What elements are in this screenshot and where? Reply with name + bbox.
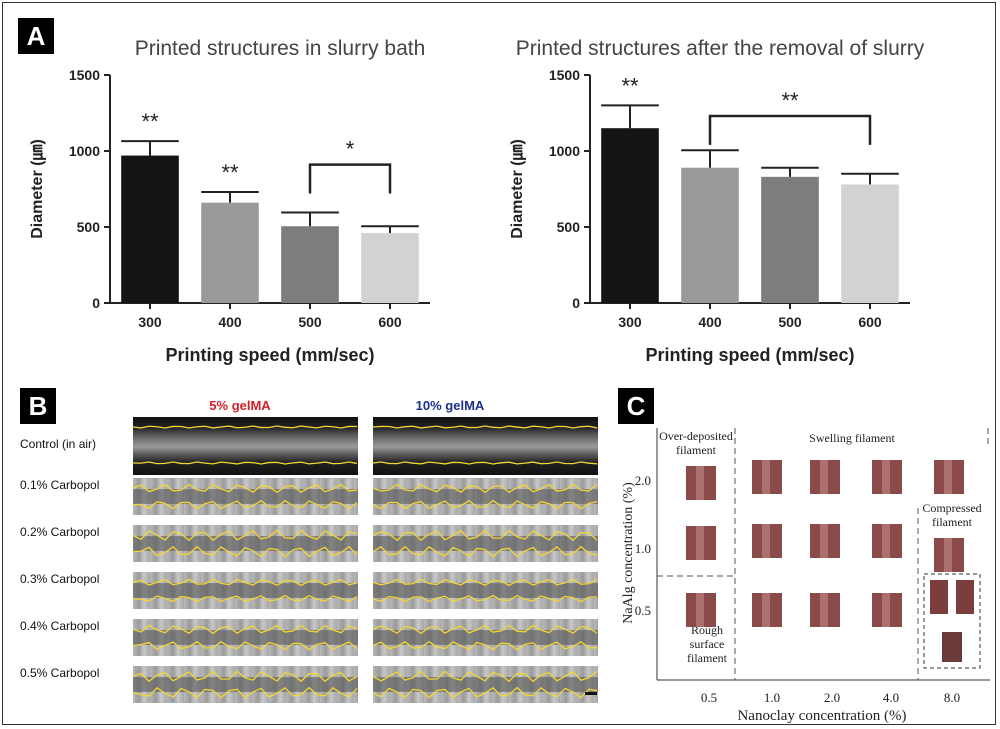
significance-bracket [308, 163, 392, 194]
filament-highlight [696, 593, 704, 627]
filament-highlight [820, 524, 828, 558]
x-tick-label: 500 [778, 314, 802, 330]
micrograph-strip [373, 619, 598, 656]
c-x-tick-label: 8.0 [944, 690, 960, 705]
y-tick-label: 0 [92, 295, 100, 311]
region-over-deposited: Over-deposited filament [659, 429, 733, 457]
filament-highlight [944, 460, 952, 494]
bar-600 [361, 233, 419, 303]
x-tick-label: 300 [138, 314, 162, 330]
y-tick-label: 1500 [549, 67, 580, 83]
c-x-tick-label: 4.0 [883, 690, 899, 705]
region-swelling: Swelling filament [809, 431, 895, 445]
x-tick-label: 400 [218, 314, 242, 330]
row-label: 0.2% Carbopol [20, 525, 100, 539]
filament-highlight [882, 460, 890, 494]
bracket-label: * [346, 137, 355, 162]
significance-bracket [708, 114, 872, 145]
chart1-title: Printed structures in slurry bath [134, 37, 426, 60]
chart2-title: Printed structures after the removal of … [515, 37, 925, 60]
x-tick-label: 300 [618, 314, 642, 330]
scale-bar [585, 692, 597, 695]
region-rough: Rough surface filament [687, 623, 728, 665]
panel-c-label: C [618, 388, 654, 424]
micrograph-strip [373, 572, 598, 609]
bar-500 [281, 226, 339, 303]
col2-header: 10% gelMA [415, 398, 485, 413]
c-x-axis-label: Nanoclay concentration (%) [737, 708, 906, 723]
bracket-label: ** [781, 88, 799, 113]
bar-400 [201, 202, 259, 303]
micrograph-strip [373, 525, 598, 562]
y-tick-label: 1000 [549, 143, 580, 159]
filament-highlight [882, 593, 890, 627]
x-tick-label: 600 [858, 314, 882, 330]
x-tick-label: 500 [298, 314, 322, 330]
bar-500 [761, 176, 819, 303]
micrograph-strip [133, 619, 358, 656]
bar-300 [121, 155, 179, 303]
c-x-tick-label: 1.0 [764, 690, 780, 705]
bar-300 [601, 128, 659, 303]
c-y-tick-label: 0.5 [635, 603, 651, 618]
significance-300: ** [141, 109, 159, 134]
c-y-tick-label: 1.0 [635, 541, 651, 556]
micrograph-strip [133, 572, 358, 609]
significance-400: ** [221, 160, 239, 185]
c-x-tick-label: 2.0 [824, 690, 840, 705]
micrograph-strip [133, 525, 358, 562]
y-tick-label: 1000 [69, 143, 100, 159]
chart1-svg: 0 500 1000 1500 Diameter (㎛) 300 ** 400 ** 500 600… [29, 67, 430, 365]
y-tick-label: 0 [572, 295, 580, 311]
filament-highlight [944, 538, 952, 572]
panel-a-label: A [18, 18, 54, 54]
bar-400 [681, 167, 739, 303]
micrograph-strip [373, 478, 598, 515]
c-y-tick-label: 2.0 [635, 473, 651, 488]
inset-thumb-2 [956, 580, 974, 614]
filament-highlight [882, 524, 890, 558]
row-label: 0.1% Carbopol [20, 478, 100, 492]
filament-highlight [696, 466, 704, 500]
micrograph-strip [133, 478, 358, 515]
y-tick-label: 500 [557, 219, 581, 235]
panel-b-label: B [20, 388, 56, 424]
inset-thumb-1 [930, 580, 948, 614]
micrograph-strip [133, 417, 358, 475]
y-axis-label: Diameter (㎛) [509, 139, 527, 239]
micrograph-strip [373, 666, 598, 703]
filament-highlight [696, 526, 704, 560]
x-tick-label: 400 [698, 314, 722, 330]
filament-highlight [762, 460, 770, 494]
chart2-svg: 0 500 1000 1500 Diameter (㎛) 300 ** 400 500 600 **… [509, 67, 910, 365]
compressed-inset [923, 573, 981, 669]
filament-highlight [762, 593, 770, 627]
c-x-tick-label: 0.5 [701, 690, 717, 705]
filament-highlight [820, 460, 828, 494]
bar-600 [841, 184, 899, 303]
micrograph-strip [133, 666, 358, 703]
panel-c-svg: 0.5 1.0 2.0 4.0 8.0 2.0 1.0 0.5 Nanoclay concent… [621, 428, 990, 723]
y-tick-label: 1500 [69, 67, 100, 83]
x-axis-label: Printing speed (mm/sec) [165, 345, 374, 365]
c-y-axis-label: NaAlg concentration (%) [621, 482, 636, 624]
y-tick-label: 500 [77, 219, 101, 235]
y-axis-label: Diameter (㎛) [29, 139, 47, 239]
row-label: Control (in air) [20, 437, 97, 451]
significance-300: ** [621, 73, 639, 98]
row-label: 0.3% Carbopol [20, 572, 100, 586]
row-label: 0.5% Carbopol [20, 666, 100, 680]
region-compressed: Compressed filament [922, 501, 981, 529]
micrograph-strip [373, 417, 598, 475]
x-tick-label: 600 [378, 314, 402, 330]
x-axis-label: Printing speed (mm/sec) [645, 345, 854, 365]
col1-header: 5% gelMA [209, 398, 271, 413]
row-label: 0.4% Carbopol [20, 619, 100, 633]
filament-highlight [820, 593, 828, 627]
filament-highlight [762, 524, 770, 558]
inset-thumb-3 [942, 632, 962, 662]
